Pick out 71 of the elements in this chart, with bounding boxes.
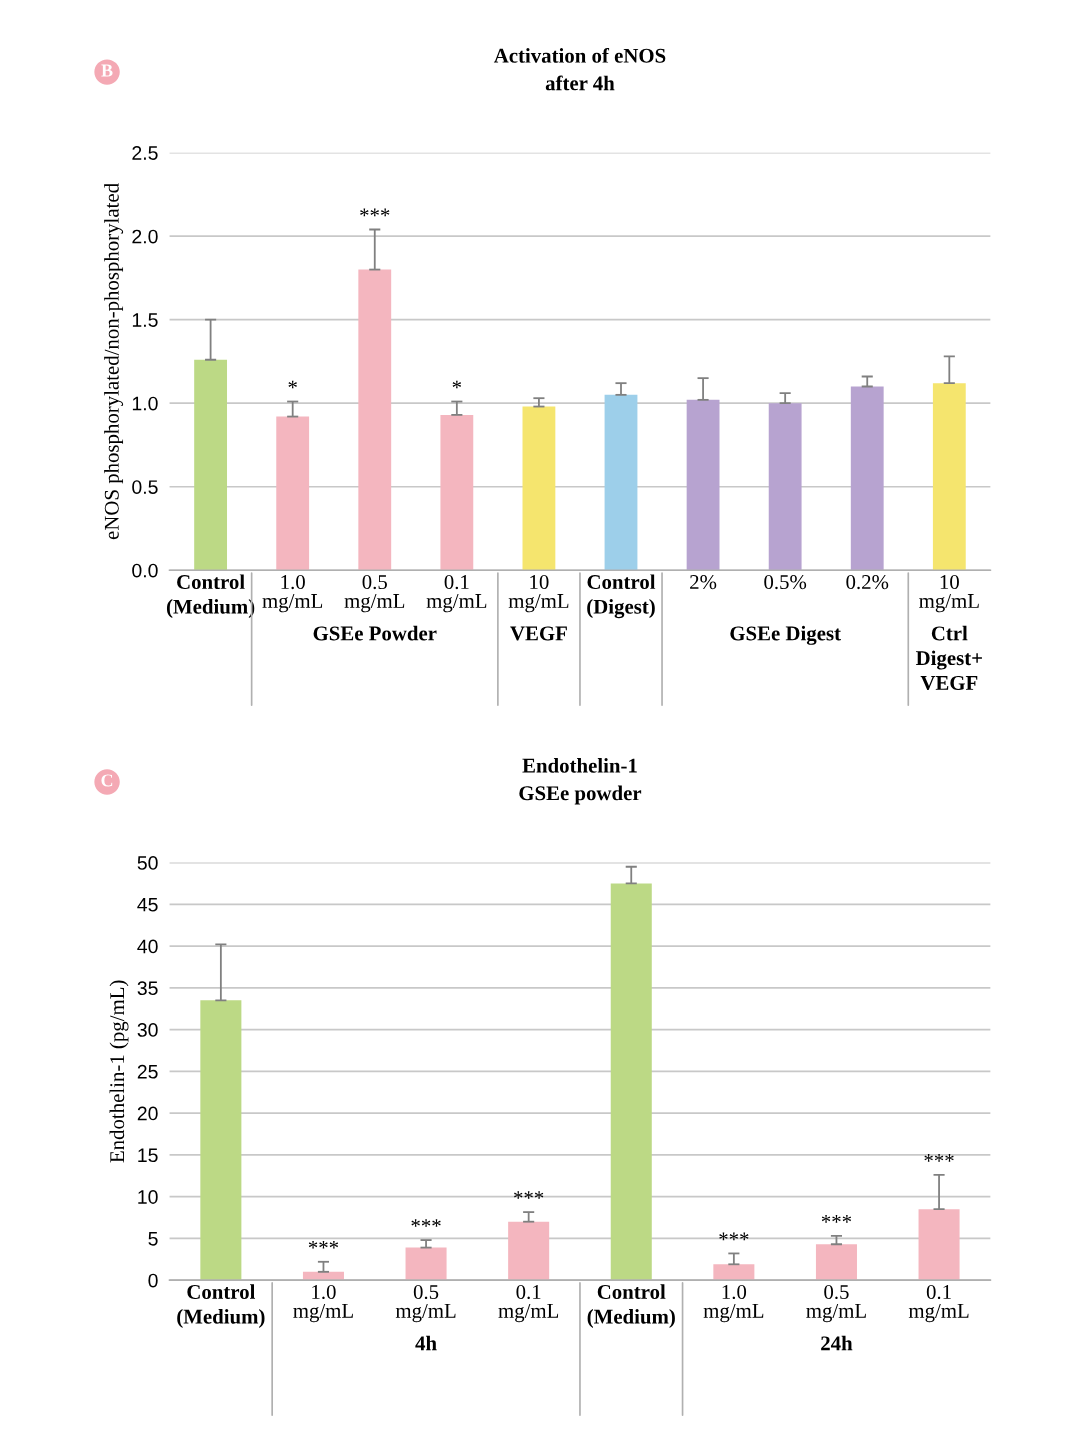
bar (508, 1221, 550, 1281)
bar (358, 269, 392, 571)
bar (686, 399, 720, 571)
data-label: *** (821, 1215, 852, 1223)
data-label: *** (411, 1219, 441, 1227)
chart-title: Activation of eNOS after 4h (493, 47, 666, 91)
bar (932, 383, 966, 571)
bar (713, 1264, 755, 1281)
y-tick-label: 15 (138, 1148, 158, 1163)
y-tick-label: 2.5 (132, 146, 158, 160)
y-tick-label: 1.5 (132, 313, 158, 327)
y-tick-label: 1.0 (132, 396, 158, 411)
x-tick-label: Control (Medium) (587, 1284, 675, 1328)
data-label: * (288, 380, 297, 389)
x-tick-label: 0.1 mg/mL (426, 575, 487, 613)
y-tick-label: 10 (138, 1190, 158, 1204)
bar (604, 394, 638, 571)
bar (405, 1247, 447, 1281)
y-tick-label: 2.0 (132, 229, 158, 244)
bar (522, 406, 556, 571)
bar (194, 359, 228, 571)
x-tick-label: Control (Medium) (177, 1284, 265, 1328)
x-tick-label: 1.0 mg/mL (293, 1284, 353, 1323)
x-tick-label: 0.5 mg/mL (395, 1284, 456, 1323)
bar (440, 414, 474, 571)
text: 4h (415, 1335, 437, 1351)
bar (850, 386, 884, 571)
y-tick-label: 20 (137, 1106, 158, 1121)
y-axis-title: eNOS phosphorylated/non-phosphorylated (104, 183, 124, 540)
y-tick-label: 0.0 (132, 563, 158, 578)
text: GSEe Digest (730, 625, 841, 645)
text: C (101, 774, 113, 787)
category-label: 10 mg/mL VEGF (508, 575, 569, 641)
x-tick-label: 0.1 mg/mL (908, 1284, 969, 1323)
y-tick-label: 25 (137, 1064, 158, 1079)
x-tick-label: 0.5% (764, 575, 807, 590)
y-tick-label: 45 (137, 897, 158, 912)
x-tick-label: 0.5 mg/mL (344, 575, 405, 613)
bar (200, 1000, 242, 1281)
x-tick-label: 1.0 mg/mL (703, 1284, 764, 1323)
x-tick-label: 1.0 mg/mL (262, 575, 323, 613)
y-tick-label: 35 (137, 981, 158, 996)
data-label: *** (719, 1232, 749, 1241)
x-tick-label: 0.5 mg/mL (806, 1284, 866, 1323)
y-tick-label: 40 (137, 939, 158, 954)
data-label: *** (308, 1240, 339, 1249)
y-tick-label: 5 (148, 1232, 158, 1246)
x-tick-label: Control (Digest) (587, 574, 656, 619)
data-label: * (452, 380, 462, 389)
y-tick-label: 50 (137, 856, 158, 870)
category-label: 10 mg/mL Ctrl Digest+ VEGF (915, 575, 982, 691)
data-label: *** (514, 1191, 544, 1199)
x-tick-label: 0.1 mg/mL (498, 1284, 559, 1323)
y-axis-title: Endothelin-1 (pg/mL) (109, 980, 129, 1163)
x-tick-label: Control (Medium) (166, 574, 255, 618)
x-tick-label: 2% (690, 575, 717, 590)
x-tick-label: 0.2% (846, 575, 889, 590)
bar (918, 1209, 960, 1281)
text: 24h (821, 1335, 853, 1351)
text: B (101, 64, 113, 77)
text: GSEe Powder (313, 625, 437, 641)
chart-title: Endothelin-1 GSEe powder (519, 758, 642, 805)
bar (815, 1244, 857, 1281)
bar (610, 883, 652, 1281)
bar (768, 403, 802, 571)
y-tick-label: 0 (148, 1273, 158, 1288)
data-label: *** (924, 1154, 954, 1162)
data-label: *** (360, 208, 390, 217)
bar (276, 416, 310, 571)
y-tick-label: 0.5 (132, 480, 158, 494)
y-tick-label: 30 (137, 1023, 158, 1037)
